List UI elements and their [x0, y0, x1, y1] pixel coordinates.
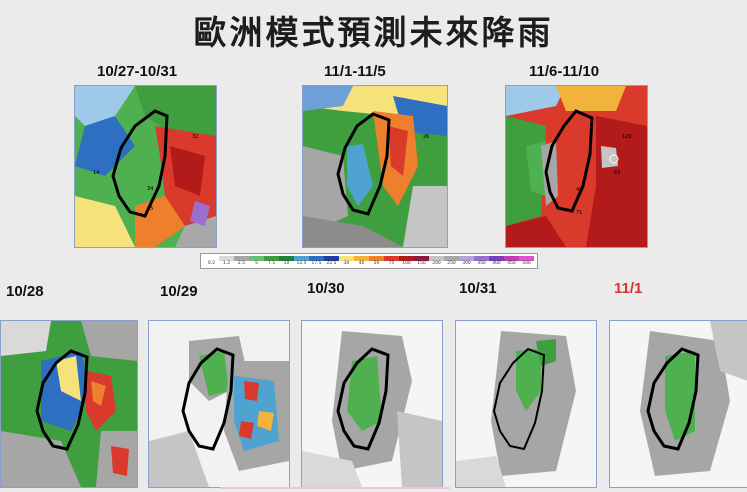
colorbar-swatch [204, 256, 219, 261]
map-value-c: 14 [93, 170, 99, 176]
map-value-c: 46 [576, 187, 582, 193]
colorbar-tick-label: 17.5 [311, 261, 322, 266]
panel-label-top-1: 10/27-10/31 [97, 63, 178, 80]
colorbar-tick-label: 50 [373, 261, 380, 266]
map-value-b: 63 [614, 170, 620, 176]
colorbar-tick-label: 7.5 [267, 261, 276, 266]
colorbar-tick-label: 300 [462, 261, 471, 266]
colorbar-tick-label: 200 [432, 261, 441, 266]
decorative-line [220, 487, 450, 489]
colorbar-swatch [264, 256, 279, 261]
colorbar-swatch [399, 256, 414, 261]
colorbar-swatch [504, 256, 519, 261]
panel-label-top-3: 11/6-11/10 [529, 63, 600, 80]
rain-map-10-30 [301, 320, 443, 488]
colorbar-tick-label: 22.5 [326, 261, 337, 266]
colorbar-swatch [279, 256, 294, 261]
colorbar-tick-label: 75 [388, 261, 395, 266]
colorbar-tick-label: 0.2 [207, 261, 216, 266]
rain-map-10-27-10-31: 32 34 14 15 [74, 85, 217, 248]
colorbar-tick-label: 450 [507, 261, 516, 266]
panel-label-bottom-2: 10/29 [160, 283, 198, 300]
colorbar-tick-label: 400 [492, 261, 501, 266]
colorbar-tick-label: 100 [402, 261, 411, 266]
colorbar-swatch [324, 256, 339, 261]
colorbar-swatch [489, 256, 504, 261]
colorbar-swatch [339, 256, 354, 261]
panel-label-bottom-1: 10/28 [6, 283, 44, 300]
colorbar-tick-label: 500 [522, 261, 531, 266]
map-value-d: 15 [147, 206, 153, 212]
colorbar-swatch [354, 256, 369, 261]
colorbar-swatch [384, 256, 399, 261]
rain-map-11-6-11-10: 120 63 46 71 [505, 85, 648, 248]
panel-label-bottom-5: 11/1 [614, 280, 643, 297]
colorbar-tick-label: 10 [283, 261, 290, 266]
map-value-a: 32 [192, 134, 198, 140]
colorbar-ticks: 0.2 1.2 2.5 5 7.5 10 12.5 17.5 22.5 30 40 50 75 100 15… [204, 261, 534, 267]
precipitation-colorbar: 0.2 1.2 2.5 5 7.5 10 12.5 17.5 22.5 30 40 50 75 100 15… [200, 253, 538, 269]
panel-label-bottom-3: 10/30 [307, 280, 345, 297]
map-value-a: 120 [622, 134, 632, 140]
colorbar-swatches [204, 256, 534, 261]
colorbar-tick-label: 12.5 [296, 261, 307, 266]
rain-map-10-28 [0, 320, 138, 488]
colorbar-swatch [249, 256, 264, 261]
map-value-a: 26 [423, 134, 429, 140]
colorbar-swatch [444, 256, 459, 261]
colorbar-tick-label: 40 [358, 261, 365, 266]
colorbar-swatch [234, 256, 249, 261]
colorbar-swatch [459, 256, 474, 261]
colorbar-swatch [474, 256, 489, 261]
panel-label-bottom-4: 10/31 [459, 280, 497, 297]
colorbar-tick-label: 30 [343, 261, 350, 266]
rain-map-11-1-11-5: 26 [302, 85, 448, 248]
colorbar-tick-label: 250 [447, 261, 456, 266]
colorbar-tick-label: 150 [417, 261, 426, 266]
colorbar-tick-label: 5 [255, 261, 258, 266]
colorbar-swatch [429, 256, 444, 261]
colorbar-swatch [309, 256, 324, 261]
colorbar-swatch [414, 256, 429, 261]
rain-map-10-29 [148, 320, 290, 488]
colorbar-tick-label: 350 [477, 261, 486, 266]
colorbar-swatch [294, 256, 309, 261]
colorbar-swatch [519, 256, 534, 261]
colorbar-tick-label: 2.5 [237, 261, 246, 266]
colorbar-swatch [369, 256, 384, 261]
page-title: 歐洲模式預測未來降雨 [193, 13, 554, 52]
rain-map-10-31 [455, 320, 597, 488]
panel-label-top-2: 11/1-11/5 [324, 63, 386, 80]
rain-map-11-1 [609, 320, 747, 488]
map-value-b: 34 [147, 186, 153, 192]
colorbar-tick-label: 1.2 [222, 261, 231, 266]
colorbar-swatch [219, 256, 234, 261]
map-value-d: 71 [576, 210, 582, 216]
